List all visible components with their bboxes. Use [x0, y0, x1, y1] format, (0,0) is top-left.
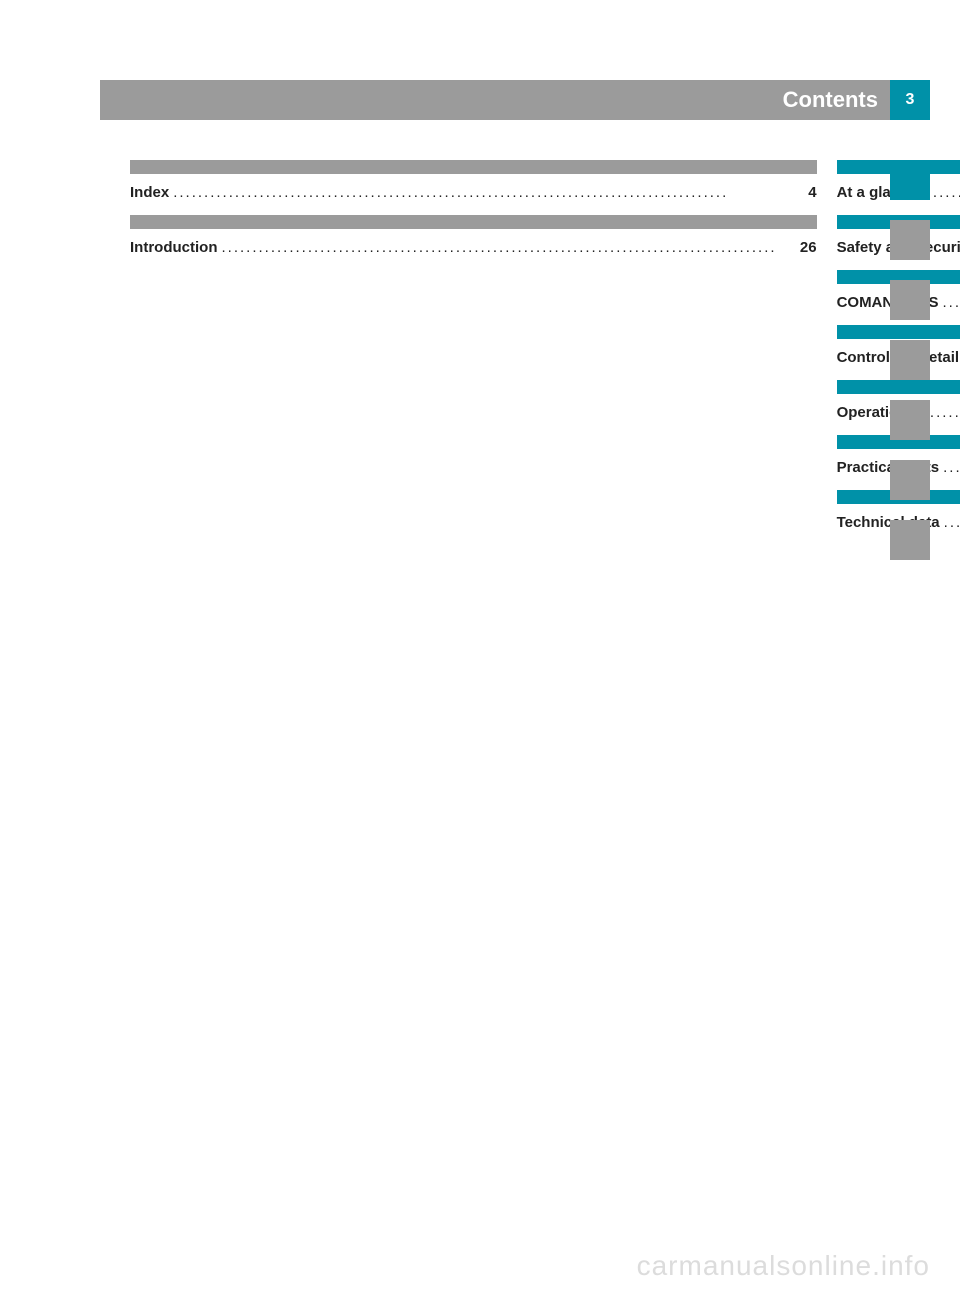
- header-bar: Contents 3: [100, 80, 930, 120]
- header-bar-fill: [100, 80, 763, 120]
- side-tab: [890, 400, 930, 440]
- side-tab: [890, 220, 930, 260]
- side-tabs: [890, 160, 930, 560]
- toc-page-number: 26: [781, 239, 817, 256]
- content-area: Index 4 Introduction 26 At a glance 31: [130, 160, 875, 545]
- toc-dots: [940, 514, 960, 531]
- toc-item: Introduction 26: [130, 215, 817, 256]
- toc-item: Index 4: [130, 160, 817, 201]
- side-tab: [890, 460, 930, 500]
- header-title: Contents: [763, 80, 890, 120]
- watermark: carmanualsonline.info: [637, 1250, 930, 1282]
- toc-dots: [939, 294, 960, 311]
- toc-dots: [217, 239, 780, 256]
- toc-line: Introduction 26: [130, 239, 817, 256]
- side-tab: [890, 160, 930, 200]
- side-tab: [890, 520, 930, 560]
- side-tab: [890, 280, 930, 320]
- toc-bar: [130, 215, 817, 229]
- header-page-number: 3: [890, 80, 930, 120]
- toc-line: Index 4: [130, 184, 817, 201]
- toc-bar: [130, 160, 817, 174]
- toc-title: Index: [130, 184, 169, 201]
- toc-title: Introduction: [130, 239, 217, 256]
- toc-left-column: Index 4 Introduction 26: [130, 160, 817, 545]
- side-tab: [890, 340, 930, 380]
- toc-dots: [939, 459, 960, 476]
- toc-page-number: 4: [781, 184, 817, 201]
- toc-dots: [169, 184, 780, 201]
